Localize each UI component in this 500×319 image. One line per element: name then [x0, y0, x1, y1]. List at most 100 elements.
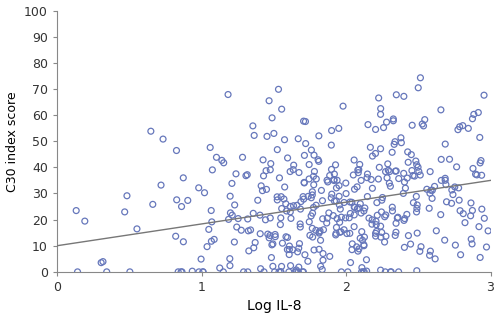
- Point: [250, 245, 258, 250]
- Point: [234, 216, 242, 221]
- Point: [305, 176, 313, 182]
- Point: [172, 234, 179, 239]
- Point: [300, 153, 308, 158]
- Point: [428, 188, 436, 193]
- Point: [394, 269, 402, 274]
- Point: [300, 269, 308, 274]
- Point: [97, 260, 105, 265]
- Point: [232, 171, 240, 176]
- Point: [437, 107, 445, 112]
- Point: [289, 167, 297, 172]
- Point: [177, 269, 185, 274]
- Point: [268, 115, 276, 120]
- Point: [318, 267, 326, 272]
- Point: [392, 168, 400, 174]
- Point: [305, 162, 313, 167]
- Point: [300, 119, 308, 124]
- Point: [448, 201, 456, 206]
- Point: [312, 176, 320, 182]
- Point: [404, 160, 412, 165]
- Point: [250, 133, 258, 138]
- Point: [208, 167, 216, 173]
- Point: [269, 241, 277, 247]
- Point: [412, 159, 420, 164]
- Point: [423, 187, 431, 192]
- Point: [357, 178, 365, 183]
- Point: [308, 226, 316, 231]
- Point: [310, 248, 318, 253]
- Point: [473, 172, 481, 177]
- Point: [386, 181, 394, 186]
- Point: [286, 243, 294, 249]
- Point: [350, 212, 358, 218]
- Point: [417, 244, 425, 249]
- Point: [412, 194, 420, 199]
- Point: [372, 229, 380, 234]
- Point: [299, 194, 307, 199]
- Point: [468, 241, 476, 247]
- Point: [364, 194, 372, 199]
- Point: [286, 209, 294, 214]
- Point: [294, 246, 302, 251]
- Point: [254, 198, 262, 203]
- Point: [332, 231, 340, 236]
- Point: [383, 175, 391, 181]
- Point: [376, 165, 384, 170]
- Point: [280, 197, 288, 202]
- Point: [262, 217, 270, 222]
- Point: [226, 256, 234, 261]
- Point: [397, 135, 405, 140]
- Point: [277, 269, 285, 274]
- Point: [280, 184, 288, 189]
- Point: [332, 185, 340, 190]
- Point: [440, 238, 448, 243]
- Point: [374, 95, 382, 100]
- Point: [356, 201, 364, 206]
- Point: [310, 174, 318, 179]
- Point: [441, 176, 449, 181]
- Point: [335, 183, 343, 188]
- Point: [308, 192, 316, 197]
- Point: [472, 172, 480, 177]
- Point: [230, 202, 238, 207]
- Point: [259, 157, 267, 162]
- Point: [336, 220, 344, 225]
- Point: [269, 264, 277, 269]
- Point: [456, 252, 464, 257]
- Point: [374, 176, 382, 182]
- Point: [480, 216, 488, 221]
- Point: [456, 124, 464, 129]
- Point: [205, 227, 213, 232]
- Point: [302, 119, 310, 124]
- Point: [197, 256, 205, 262]
- Point: [390, 116, 398, 122]
- Point: [384, 161, 392, 167]
- Point: [468, 116, 476, 121]
- Point: [203, 244, 211, 249]
- Point: [350, 158, 358, 163]
- Point: [308, 147, 316, 152]
- Point: [324, 216, 332, 221]
- Point: [414, 85, 422, 90]
- Point: [329, 213, 337, 218]
- Point: [426, 191, 434, 196]
- Point: [220, 269, 228, 274]
- Point: [416, 173, 424, 178]
- Point: [312, 203, 320, 208]
- Point: [310, 182, 318, 187]
- Point: [446, 157, 454, 162]
- Point: [240, 269, 248, 274]
- Point: [280, 137, 288, 142]
- Point: [315, 133, 323, 138]
- Point: [400, 94, 408, 99]
- Point: [340, 200, 348, 205]
- Point: [343, 231, 351, 236]
- Point: [348, 241, 356, 246]
- Point: [467, 200, 475, 205]
- Point: [332, 162, 340, 167]
- Point: [365, 216, 373, 221]
- Point: [378, 209, 386, 214]
- Point: [348, 247, 356, 252]
- Point: [468, 208, 476, 213]
- Point: [286, 247, 294, 252]
